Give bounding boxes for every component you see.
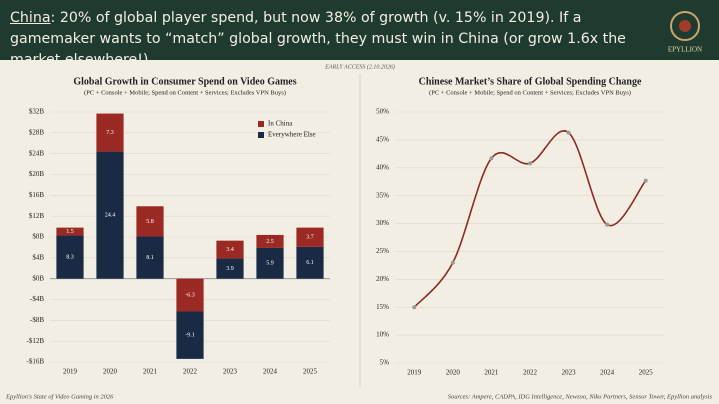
y-tick-label: $32B: [29, 108, 45, 116]
y-tick-label: -$4B: [30, 295, 44, 303]
point: [605, 222, 610, 227]
y-tick-label: $8B: [32, 233, 44, 241]
value-label: 2.5: [266, 239, 274, 245]
footer-right: Sources: Ampere, CADPA, IDG Intelligence…: [448, 393, 713, 400]
bar-segment: [296, 246, 324, 279]
y-tick-label: $16B: [29, 191, 45, 199]
x-tick-label: 2019: [63, 368, 78, 376]
x-tick-label: 2022: [523, 369, 538, 377]
x-tick-label: 2019: [407, 369, 422, 377]
point: [489, 156, 494, 161]
value-label: 3.7: [306, 235, 314, 241]
value-label: 5.9: [266, 261, 274, 267]
y-tick-label: 40%: [376, 163, 389, 171]
line: [413, 130, 647, 308]
legend-label: In China: [268, 120, 293, 128]
x-tick-label: 2022: [183, 368, 198, 376]
y-tick-label: $0B: [32, 274, 44, 282]
x-tick-label: 2021: [484, 369, 499, 377]
value-label: 1.5: [66, 229, 74, 235]
logo: EPYLLION: [668, 11, 702, 54]
y-tick-label: 5%: [380, 359, 390, 367]
x-tick-label: 2021: [143, 368, 158, 376]
headline-rest: : 20% of global player spend, but now 38…: [10, 10, 626, 68]
logo-emblem: [670, 11, 700, 41]
y-tick-label: 10%: [376, 331, 389, 339]
y-tick-label: $4B: [32, 253, 44, 261]
value-label: 3.4: [226, 247, 234, 253]
value-label: 24.4: [105, 213, 116, 219]
bar-segment: [136, 206, 164, 237]
value-label: 8.1: [146, 255, 154, 261]
logo-text: EPYLLION: [668, 46, 702, 54]
point: [643, 178, 648, 183]
x-tick-label: 2023: [562, 369, 577, 377]
bar-segment: [96, 151, 124, 279]
chart-title: Global Growth in Consumer Spend on Video…: [73, 76, 296, 87]
y-tick-label: $12B: [29, 212, 45, 220]
point: [412, 305, 417, 310]
y-tick-label: 50%: [376, 108, 389, 116]
y-tick-label: 25%: [376, 247, 389, 255]
footer-left: Epyllion's State of Video Gaming in 2026: [5, 393, 114, 400]
bar-segment: [216, 240, 244, 259]
x-tick-label: 2025: [303, 368, 318, 376]
bar-segment: [176, 278, 204, 312]
y-tick-label: -$8B: [30, 316, 44, 324]
chart-title: Chinese Market’s Share of Global Spendin…: [419, 76, 642, 87]
header: China: 20% of global player spend, but n…: [0, 0, 719, 68]
edition: EARLY ACCESS (2.10.2026): [324, 63, 395, 70]
logo-center: [679, 20, 691, 32]
value-label: -9.1: [185, 333, 195, 339]
x-tick-label: 2020: [446, 369, 461, 377]
value-label: 5.8: [146, 219, 154, 225]
y-tick-label: $28B: [29, 128, 45, 136]
value-label: 8.3: [66, 254, 74, 260]
bar-segment: [96, 113, 124, 152]
charts: EARLY ACCESS (2.10.2026) Epyllion's Stat…: [5, 63, 713, 400]
bar-segment: [256, 247, 284, 279]
y-tick-label: -$12B: [27, 337, 45, 345]
y-tick-label: 15%: [376, 303, 389, 311]
bar-segment: [176, 311, 204, 359]
point: [566, 130, 571, 135]
point: [450, 260, 455, 265]
y-tick-label: 30%: [376, 219, 389, 227]
value-label: 3.9: [226, 266, 234, 272]
x-tick-label: 2024: [600, 369, 615, 377]
headline: China: 20% of global player spend, but n…: [10, 8, 650, 71]
y-tick-label: $20B: [29, 170, 45, 178]
headline-lead: China: [10, 10, 51, 26]
bar-segment: [216, 258, 244, 279]
bar-segment: [256, 234, 284, 248]
x-tick-label: 2020: [103, 368, 118, 376]
bar-segment: [56, 227, 84, 236]
value-label: -6.3: [185, 292, 195, 298]
value-label: 7.3: [106, 130, 114, 136]
chart-subtitle: (PC + Console + Mobile; Spend on Content…: [84, 89, 286, 96]
y-tick-label: -$16B: [27, 358, 45, 366]
y-tick-label: 45%: [376, 135, 389, 143]
chart-subtitle: (PC + Console + Mobile; Spend on Content…: [429, 89, 631, 96]
y-tick-label: 20%: [376, 275, 389, 283]
bar-segment: [56, 235, 84, 279]
y-tick-label: 35%: [376, 191, 389, 199]
x-tick-label: 2024: [263, 368, 278, 376]
bar-segment: [296, 227, 324, 247]
legend-swatch: [258, 132, 264, 138]
legend-label: Everywhere Else: [268, 131, 316, 139]
y-tick-label: $24B: [29, 149, 45, 157]
x-tick-label: 2023: [223, 368, 238, 376]
point: [528, 161, 532, 166]
legend-swatch: [258, 121, 264, 127]
value-label: 6.1: [306, 260, 314, 266]
bar-segment: [136, 236, 164, 279]
x-tick-label: 2025: [639, 369, 654, 377]
